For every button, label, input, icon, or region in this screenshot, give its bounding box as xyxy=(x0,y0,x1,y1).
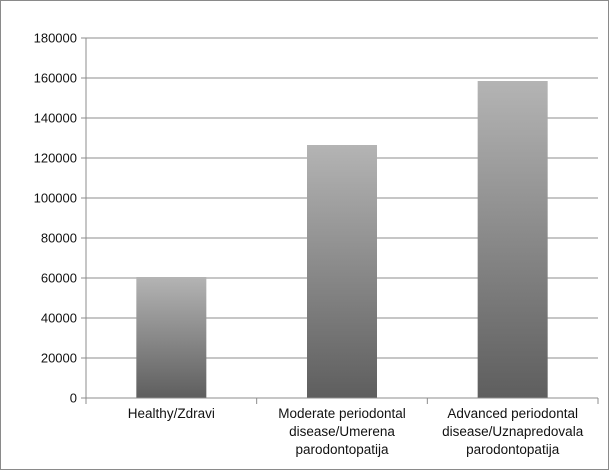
y-tick-label: 100000 xyxy=(34,191,77,206)
category-label-line: disease/Uznapredovala xyxy=(442,424,584,439)
y-tick-label: 0 xyxy=(70,391,77,406)
y-tick-label: 60000 xyxy=(41,271,77,286)
y-axis-tick-labels: 0 20000 40000 60000 80000 100000 120000 140000 1… xyxy=(34,31,77,406)
y-tick-label: 40000 xyxy=(41,311,77,326)
category-label-line: Healthy/Zdravi xyxy=(128,406,215,421)
axes xyxy=(85,38,599,404)
y-tick-label: 120000 xyxy=(34,151,77,166)
y-tick-label: 20000 xyxy=(41,351,77,366)
y-tick-label: 180000 xyxy=(34,31,77,46)
bars xyxy=(136,81,548,398)
category-label: Advanced periodontal disease/Uznapredoval… xyxy=(442,406,584,457)
category-label: Moderate periodontal disease/Umerena parod… xyxy=(278,406,406,457)
category-label-line: parodontopatija xyxy=(466,442,560,457)
bar xyxy=(477,81,548,398)
x-axis-category-labels: Healthy/Zdravi Moderate periodontal diseas… xyxy=(128,406,584,457)
y-tick-label: 140000 xyxy=(34,111,77,126)
category-label: Healthy/Zdravi xyxy=(128,406,215,421)
category-label-line: Advanced periodontal xyxy=(447,406,578,421)
bar xyxy=(136,277,207,398)
y-tick-label: 160000 xyxy=(34,71,77,86)
y-tick-label: 80000 xyxy=(41,231,77,246)
category-label-line: Moderate periodontal xyxy=(278,406,406,421)
bar xyxy=(307,145,377,398)
category-label-line: parodontopatija xyxy=(295,442,389,457)
category-label-line: disease/Umerena xyxy=(289,424,395,439)
